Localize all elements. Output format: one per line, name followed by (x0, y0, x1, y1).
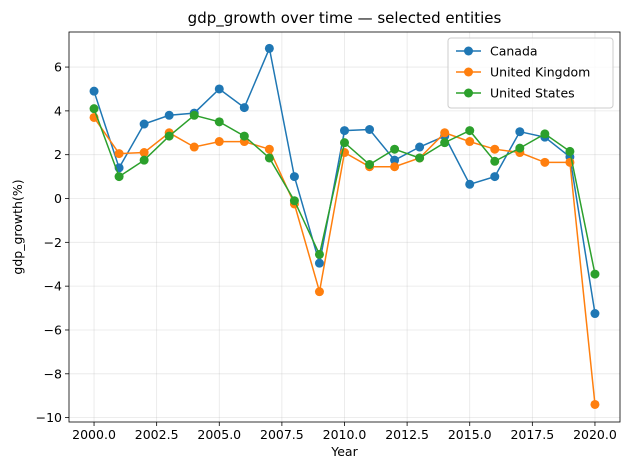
data-point (590, 269, 600, 279)
data-point (214, 137, 224, 147)
data-point (590, 309, 600, 319)
data-point (264, 43, 274, 53)
data-point (540, 129, 550, 139)
data-point (139, 155, 149, 165)
data-point (440, 138, 450, 148)
series-1 (89, 112, 600, 409)
data-point (365, 125, 375, 134)
data-point (89, 86, 99, 96)
y-tick-label: −8 (44, 366, 62, 381)
data-point (239, 131, 249, 141)
data-point (164, 131, 174, 141)
data-point (440, 128, 450, 138)
legend-label: United Kingdom (490, 65, 590, 80)
y-tick-label: 0 (54, 191, 62, 206)
y-tick-label: 4 (54, 103, 62, 118)
x-tick-label: 2007.5 (260, 427, 304, 442)
data-point (214, 84, 224, 94)
y-tick-label: −6 (44, 322, 62, 337)
data-point (515, 143, 525, 153)
x-tick-label: 2005.0 (197, 427, 241, 442)
legend-swatch-marker (464, 46, 473, 56)
data-point (390, 162, 400, 172)
data-point (390, 155, 400, 165)
legend-item: Canada (456, 44, 538, 59)
y-axis-ticks: −10 −8 −6 −4 −2 0 2 4 6 (36, 60, 69, 425)
data-point (490, 172, 500, 182)
legend-label: Canada (490, 44, 538, 59)
series-2 (89, 104, 600, 279)
data-point (515, 127, 525, 137)
data-point (390, 144, 400, 154)
data-point (565, 146, 575, 156)
data-point (415, 153, 425, 163)
data-point (365, 160, 375, 170)
legend-item: United States (456, 86, 575, 101)
legend-item: United Kingdom (456, 65, 590, 80)
data-point (490, 156, 500, 166)
data-point (289, 172, 299, 182)
x-tick-label: 2020.0 (573, 427, 617, 442)
legend: Canada United Kingdom United States (447, 37, 614, 109)
x-tick-label: 2012.5 (385, 427, 429, 442)
data-point (465, 179, 475, 189)
y-tick-label: −10 (36, 410, 62, 425)
data-point (340, 126, 349, 136)
legend-swatch-marker (464, 67, 473, 77)
x-tick-label: 2002.5 (135, 427, 179, 442)
data-point (415, 142, 425, 152)
x-axis-label: Year (330, 444, 358, 459)
legend-label: United States (490, 86, 575, 101)
data-point (189, 142, 199, 152)
data-point (590, 399, 600, 409)
data-point (264, 144, 274, 154)
data-point (264, 153, 274, 163)
y-tick-label: 2 (54, 147, 62, 162)
data-point (465, 126, 475, 136)
y-tick-label: −2 (44, 235, 62, 250)
data-point (289, 196, 299, 206)
legend-swatch-marker (464, 88, 473, 98)
data-point (314, 258, 324, 268)
x-tick-label: 2015.0 (448, 427, 492, 442)
data-point (540, 157, 550, 167)
y-axis-label: gdp_growth(%) (10, 179, 25, 274)
x-axis-ticks: 2000.0 2002.5 2005.0 2007.5 2010.0 2012.5 2015… (72, 422, 617, 442)
chart-title: gdp_growth over time — selected entities (188, 9, 502, 28)
legend-box (447, 37, 614, 109)
x-tick-label: 2017.5 (510, 427, 554, 442)
data-point (314, 287, 324, 297)
data-point (164, 110, 174, 120)
series-layer (89, 43, 600, 409)
data-point (114, 149, 124, 159)
data-point (239, 103, 249, 113)
data-point (214, 117, 224, 127)
data-point (490, 144, 500, 154)
data-point (340, 138, 349, 148)
y-tick-label: −4 (44, 279, 62, 294)
x-tick-label: 2000.0 (72, 427, 116, 442)
data-point (314, 249, 324, 259)
x-tick-label: 2010.0 (323, 427, 367, 442)
y-tick-label: 6 (54, 60, 62, 75)
data-point (114, 172, 124, 182)
data-point (139, 119, 149, 129)
data-point (89, 104, 99, 114)
data-point (465, 137, 475, 147)
data-point (189, 110, 199, 120)
series-0 (89, 43, 600, 319)
data-point (139, 148, 149, 158)
